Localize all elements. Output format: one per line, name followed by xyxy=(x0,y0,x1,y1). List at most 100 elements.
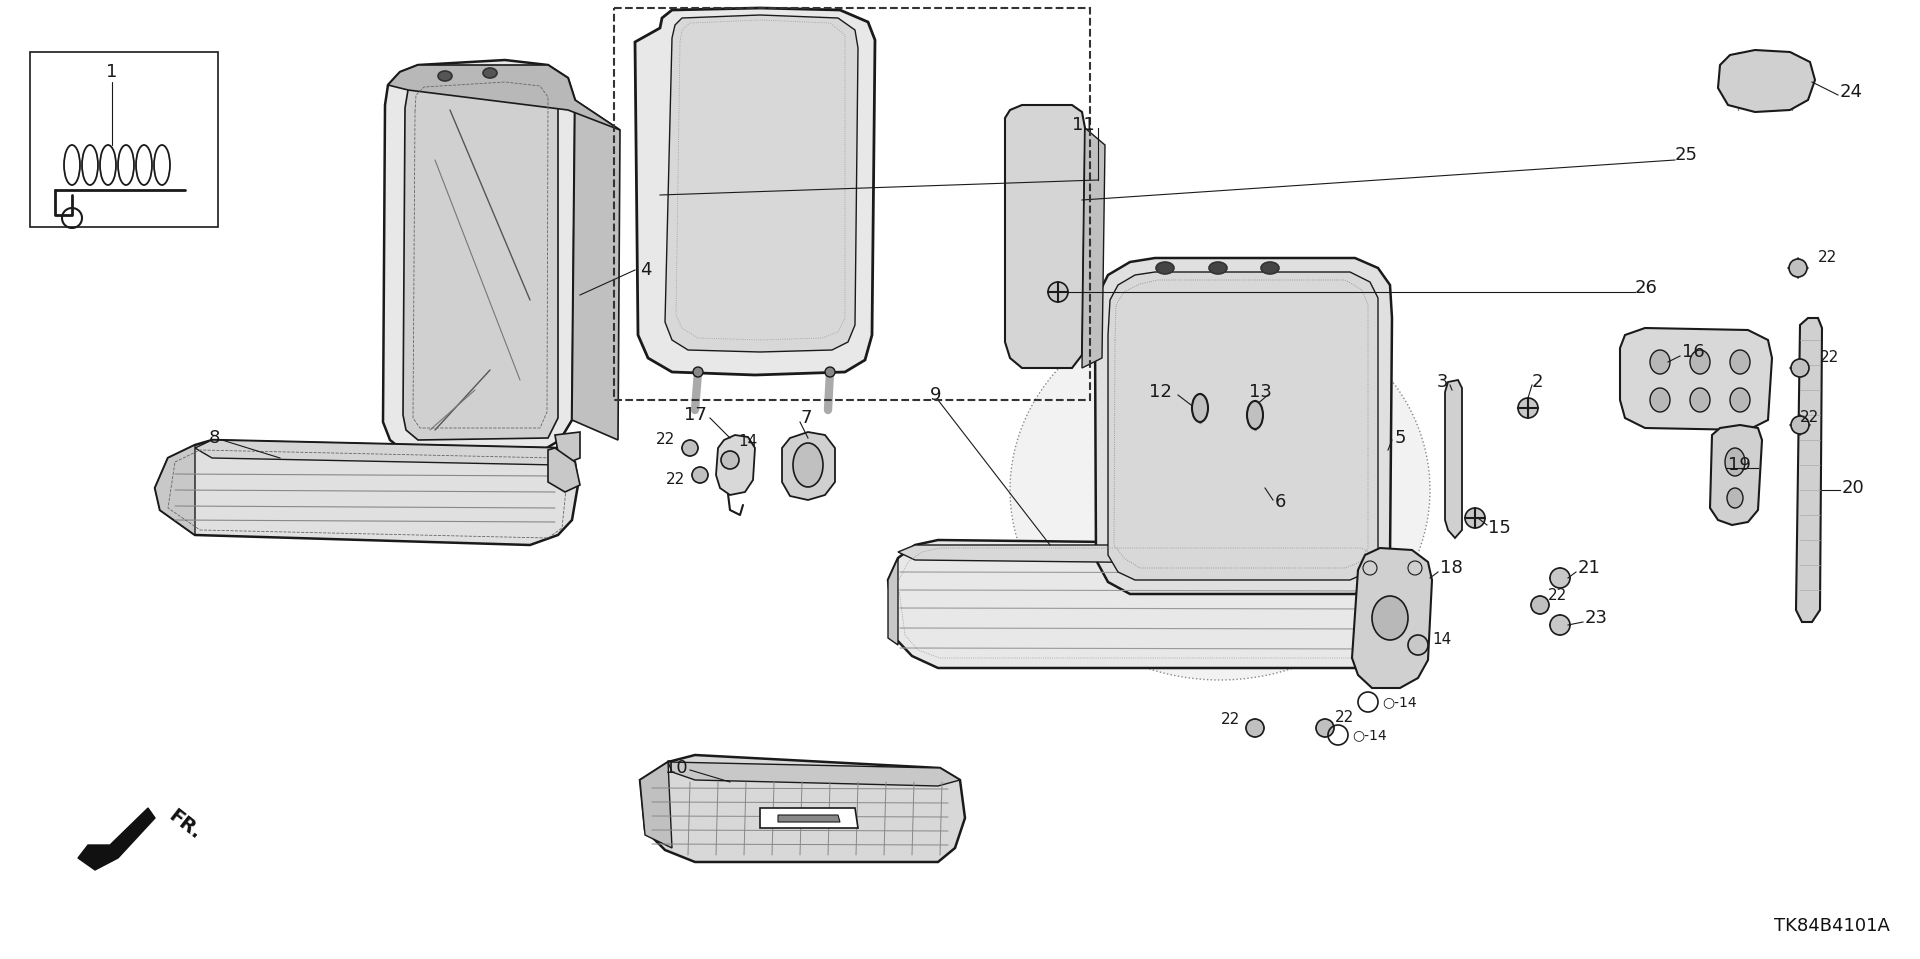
Text: 13: 13 xyxy=(1250,383,1271,401)
Ellipse shape xyxy=(693,367,703,377)
Ellipse shape xyxy=(1549,568,1571,588)
Ellipse shape xyxy=(1789,259,1807,277)
Polygon shape xyxy=(79,808,156,870)
Text: ○-14: ○-14 xyxy=(1352,728,1386,742)
Text: 25: 25 xyxy=(1674,146,1697,164)
Text: 1: 1 xyxy=(106,63,117,81)
Ellipse shape xyxy=(1530,596,1549,614)
Ellipse shape xyxy=(1210,262,1227,274)
Bar xyxy=(1016,305,1077,333)
Ellipse shape xyxy=(1649,350,1670,374)
Text: 22: 22 xyxy=(1820,350,1839,365)
Polygon shape xyxy=(547,448,580,492)
Ellipse shape xyxy=(1724,448,1745,476)
Ellipse shape xyxy=(1726,488,1743,508)
Polygon shape xyxy=(156,440,578,545)
Text: 23: 23 xyxy=(1586,609,1609,627)
Text: 17: 17 xyxy=(684,406,707,424)
Ellipse shape xyxy=(1261,262,1279,274)
Text: 3: 3 xyxy=(1436,373,1448,391)
Polygon shape xyxy=(1711,425,1763,525)
Polygon shape xyxy=(1108,272,1379,580)
Ellipse shape xyxy=(1246,719,1263,737)
Ellipse shape xyxy=(1690,350,1711,374)
Ellipse shape xyxy=(1315,719,1334,737)
Text: 22: 22 xyxy=(657,433,676,448)
Ellipse shape xyxy=(691,467,708,483)
Bar xyxy=(1016,262,1077,290)
Polygon shape xyxy=(1795,318,1822,622)
Ellipse shape xyxy=(484,68,497,78)
Polygon shape xyxy=(1620,328,1772,430)
Ellipse shape xyxy=(1549,615,1571,635)
Polygon shape xyxy=(899,545,1392,565)
Polygon shape xyxy=(639,762,672,848)
Text: 22: 22 xyxy=(1221,713,1240,728)
Text: 4: 4 xyxy=(639,261,651,279)
Text: 11: 11 xyxy=(1071,116,1094,134)
Text: FR.: FR. xyxy=(165,807,205,844)
Text: 15: 15 xyxy=(1488,519,1511,537)
Ellipse shape xyxy=(1465,508,1484,528)
Text: TK84B4101A: TK84B4101A xyxy=(1774,917,1889,935)
Bar xyxy=(1016,178,1077,206)
Ellipse shape xyxy=(1649,388,1670,412)
Ellipse shape xyxy=(1730,350,1749,374)
Ellipse shape xyxy=(722,451,739,469)
Text: 21: 21 xyxy=(1578,559,1601,577)
Polygon shape xyxy=(760,808,858,828)
Polygon shape xyxy=(778,815,841,822)
Text: ○-14: ○-14 xyxy=(1382,695,1417,709)
Text: 24: 24 xyxy=(1839,83,1862,101)
Text: 20: 20 xyxy=(1841,479,1864,497)
Text: 22: 22 xyxy=(1801,410,1820,426)
Text: 14: 14 xyxy=(1432,633,1452,647)
Bar xyxy=(31,52,219,227)
Polygon shape xyxy=(668,762,960,786)
Polygon shape xyxy=(639,755,966,862)
Polygon shape xyxy=(388,65,620,130)
Text: 10: 10 xyxy=(666,759,687,777)
Polygon shape xyxy=(1718,50,1814,112)
Polygon shape xyxy=(636,8,876,375)
Ellipse shape xyxy=(1730,388,1749,412)
Polygon shape xyxy=(156,445,196,535)
Ellipse shape xyxy=(1156,262,1173,274)
Polygon shape xyxy=(1004,105,1085,368)
Text: 5: 5 xyxy=(1396,429,1407,447)
Polygon shape xyxy=(555,432,580,462)
Text: 6: 6 xyxy=(1275,493,1286,511)
Ellipse shape xyxy=(1246,401,1263,429)
Bar xyxy=(1016,135,1077,163)
Text: 26: 26 xyxy=(1636,279,1657,297)
Text: 8: 8 xyxy=(209,429,221,447)
Text: 16: 16 xyxy=(1682,343,1705,361)
Bar xyxy=(614,8,1091,400)
Ellipse shape xyxy=(1373,596,1407,640)
Ellipse shape xyxy=(1192,394,1208,422)
Polygon shape xyxy=(382,60,574,452)
Ellipse shape xyxy=(793,443,824,487)
Text: 18: 18 xyxy=(1440,559,1463,577)
Text: 7: 7 xyxy=(801,409,812,427)
Bar xyxy=(1016,220,1077,248)
Text: 14: 14 xyxy=(737,434,756,450)
Text: 22: 22 xyxy=(666,473,685,487)
Text: 22: 22 xyxy=(1548,589,1567,603)
Text: 12: 12 xyxy=(1150,383,1171,401)
Polygon shape xyxy=(887,540,1400,668)
Text: 9: 9 xyxy=(929,386,941,404)
Polygon shape xyxy=(403,73,559,440)
Polygon shape xyxy=(1446,380,1461,538)
Ellipse shape xyxy=(1791,359,1809,377)
Polygon shape xyxy=(196,440,574,465)
Text: 2: 2 xyxy=(1532,373,1544,391)
Ellipse shape xyxy=(438,71,451,81)
Text: 22: 22 xyxy=(1818,250,1837,266)
Polygon shape xyxy=(781,432,835,500)
Text: 22: 22 xyxy=(1334,711,1354,726)
Ellipse shape xyxy=(1690,388,1711,412)
Polygon shape xyxy=(716,435,755,495)
Polygon shape xyxy=(1094,258,1392,594)
Ellipse shape xyxy=(1519,398,1538,418)
